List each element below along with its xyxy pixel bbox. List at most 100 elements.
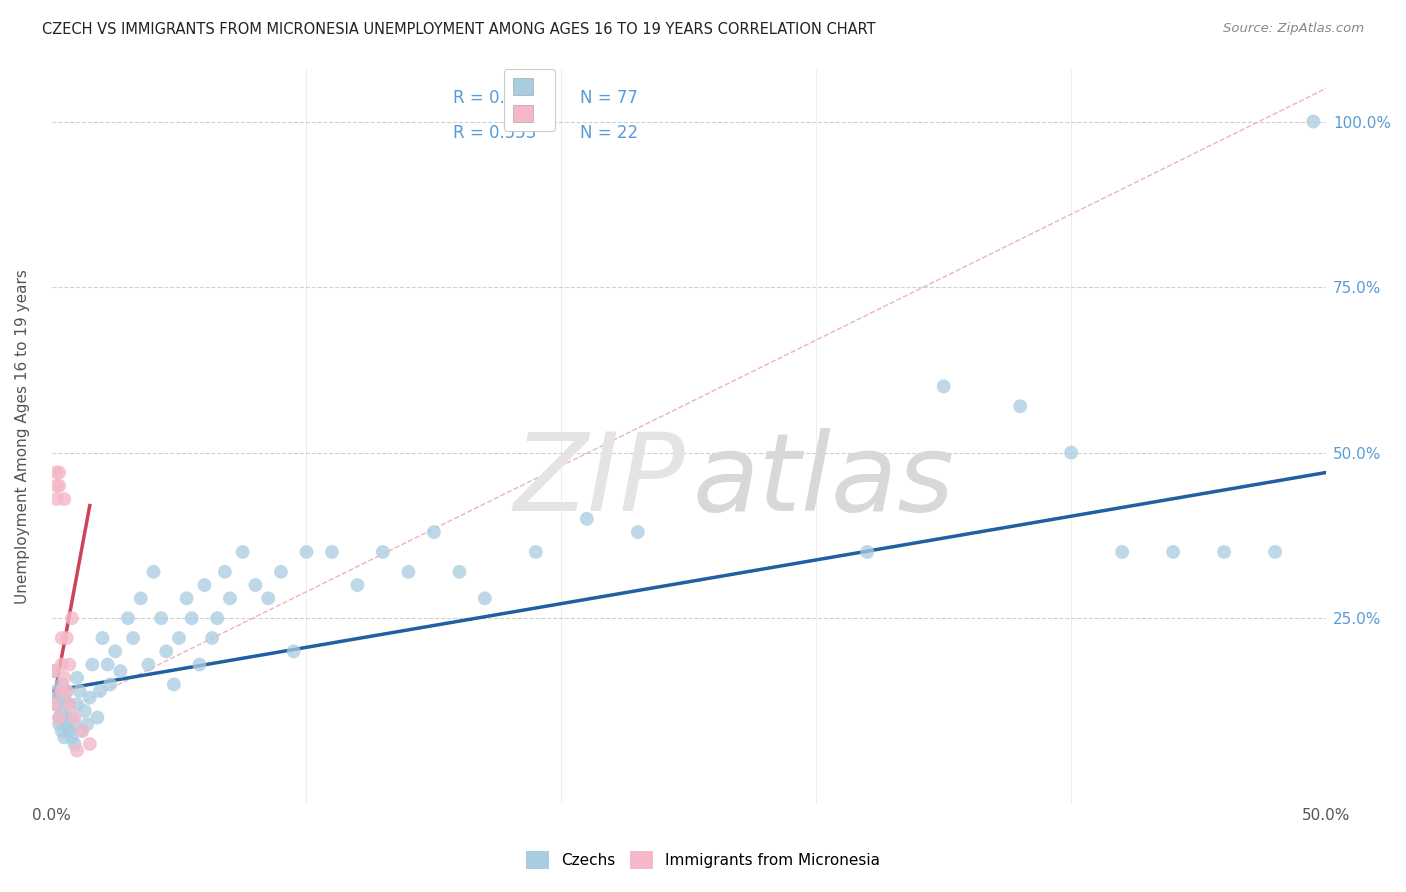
Point <box>56 631 79 645</box>
Text: CZECH VS IMMIGRANTS FROM MICRONESIA UNEMPLOYMENT AMONG AGES 16 TO 19 YEARS CORRE: CZECH VS IMMIGRANTS FROM MICRONESIA UNEM… <box>42 22 876 37</box>
Point <box>1161 545 1184 559</box>
Point <box>89 684 111 698</box>
Point <box>70 723 93 738</box>
Point <box>219 591 242 606</box>
Point <box>138 657 160 672</box>
Point <box>58 657 80 672</box>
Point <box>575 512 598 526</box>
Point <box>69 684 91 698</box>
Text: N = 22: N = 22 <box>581 124 638 142</box>
Text: R = 0.553: R = 0.553 <box>453 124 536 142</box>
Point <box>180 611 202 625</box>
Point <box>396 565 419 579</box>
Point <box>150 611 173 625</box>
Point <box>257 591 280 606</box>
Point <box>79 737 101 751</box>
Point <box>110 664 132 678</box>
Point <box>51 657 73 672</box>
Point <box>45 698 67 712</box>
Point <box>53 731 76 745</box>
Point <box>48 717 70 731</box>
Point <box>60 731 83 745</box>
Point <box>193 578 215 592</box>
Text: ZIP: ZIP <box>513 427 685 533</box>
Point <box>1264 545 1286 559</box>
Point <box>214 565 236 579</box>
Point <box>66 671 89 685</box>
Point <box>104 644 127 658</box>
Point <box>51 677 73 691</box>
Point <box>56 684 79 698</box>
Point <box>117 611 139 625</box>
Point <box>129 591 152 606</box>
Point <box>51 684 73 698</box>
Point <box>201 631 224 645</box>
Point <box>295 545 318 559</box>
Point <box>97 657 120 672</box>
Point <box>270 565 292 579</box>
Point <box>122 631 145 645</box>
Point <box>60 710 83 724</box>
Point <box>1302 114 1324 128</box>
Point <box>474 591 496 606</box>
Point <box>51 704 73 718</box>
Point <box>245 578 267 592</box>
Point <box>524 545 547 559</box>
Point <box>98 677 121 691</box>
Point <box>371 545 394 559</box>
Point <box>449 565 471 579</box>
Point <box>856 545 879 559</box>
Point <box>48 710 70 724</box>
Point <box>66 744 89 758</box>
Point <box>45 466 67 480</box>
Text: N = 77: N = 77 <box>581 89 638 107</box>
Point <box>51 723 73 738</box>
Point <box>167 631 190 645</box>
Point <box>82 657 104 672</box>
Point <box>1111 545 1133 559</box>
Point <box>42 664 65 678</box>
Point <box>1213 545 1236 559</box>
Point <box>58 698 80 712</box>
Point <box>76 717 98 731</box>
Point <box>423 525 446 540</box>
Point <box>232 545 254 559</box>
Point <box>932 379 955 393</box>
Point <box>66 698 89 712</box>
Legend: , : , <box>505 69 555 131</box>
Point <box>45 684 67 698</box>
Point <box>42 664 65 678</box>
Point <box>48 466 70 480</box>
Point <box>86 710 108 724</box>
Point <box>56 684 79 698</box>
Point <box>91 631 114 645</box>
Point <box>176 591 198 606</box>
Point <box>60 611 83 625</box>
Point <box>163 677 186 691</box>
Point <box>53 690 76 705</box>
Point <box>58 698 80 712</box>
Point <box>58 723 80 738</box>
Point <box>56 717 79 731</box>
Point <box>346 578 368 592</box>
Point <box>1060 445 1083 459</box>
Point <box>42 698 65 712</box>
Point <box>73 704 96 718</box>
Point <box>283 644 305 658</box>
Point <box>48 710 70 724</box>
Point <box>53 671 76 685</box>
Point <box>79 690 101 705</box>
Text: atlas: atlas <box>693 427 955 533</box>
Text: Source: ZipAtlas.com: Source: ZipAtlas.com <box>1223 22 1364 36</box>
Point <box>63 710 86 724</box>
Point <box>51 631 73 645</box>
Point <box>1010 399 1032 413</box>
Point <box>48 479 70 493</box>
Point <box>321 545 343 559</box>
Point <box>45 491 67 506</box>
Legend: Czechs, Immigrants from Micronesia: Czechs, Immigrants from Micronesia <box>519 845 887 875</box>
Text: R = 0.353: R = 0.353 <box>453 89 537 107</box>
Point <box>627 525 650 540</box>
Point <box>70 723 93 738</box>
Point <box>63 717 86 731</box>
